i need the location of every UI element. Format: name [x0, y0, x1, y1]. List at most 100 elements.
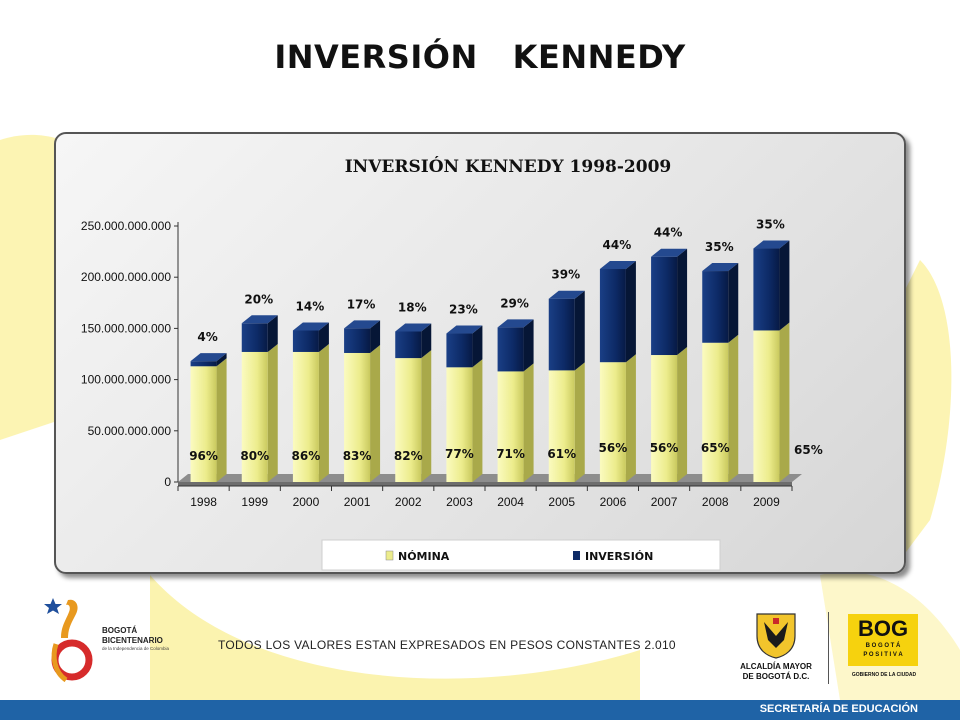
- data-label-nomina: 56%: [650, 441, 679, 455]
- bar-inversion-top: [344, 320, 381, 329]
- data-label-inversion: 20%: [244, 292, 273, 306]
- data-label-inversion: 44%: [603, 238, 632, 252]
- bar-inversion: [599, 269, 626, 363]
- data-label-inversion: 17%: [347, 297, 376, 311]
- bottom-bar-label: SECRETARÍA DE EDUCACIÓN: [759, 703, 918, 715]
- legend-label-inversion: INVERSIÓN: [585, 550, 653, 563]
- data-label-inversion: 18%: [398, 300, 427, 314]
- bar-inversion: [190, 361, 217, 367]
- x-tick-label: 2001: [344, 495, 371, 509]
- bar-inversion-side: [267, 315, 278, 352]
- y-tick-label: 250.000.000.000: [81, 219, 171, 233]
- bar-inversion: [753, 248, 780, 331]
- data-label-nomina: 86%: [292, 449, 321, 463]
- bar-nomina-side: [472, 359, 483, 482]
- yellow-arc-right: [900, 260, 952, 560]
- bar-nomina: [599, 362, 626, 482]
- bar-inversion-top: [497, 319, 534, 328]
- data-label-inversion: 23%: [449, 303, 478, 317]
- alcaldia-line1: ALCALDÍA MAYOR: [740, 662, 812, 671]
- bar-inversion-side: [779, 240, 790, 331]
- data-label-inversion: 39%: [551, 268, 580, 282]
- x-tick-label: 2007: [651, 495, 678, 509]
- legend-box: [321, 539, 721, 571]
- bar-nomina: [344, 352, 371, 482]
- bicentenario-line1: BOGOTÁ: [102, 626, 138, 635]
- chart-floor: [178, 474, 802, 482]
- bar-inversion: [446, 333, 473, 368]
- bar-inversion-top: [599, 261, 636, 270]
- bar-inversion: [395, 331, 422, 359]
- bar-inversion-side: [216, 353, 227, 367]
- bar-inversion-top: [702, 263, 739, 272]
- x-tick-label: 2008: [702, 495, 729, 509]
- page-title: INVERSIÓN KENNEDY: [274, 38, 686, 76]
- x-tick-label: 2005: [548, 495, 575, 509]
- number-one-mark: [61, 599, 78, 638]
- data-label-nomina: 80%: [240, 449, 269, 463]
- bar-inversion: [702, 271, 729, 343]
- bar-inversion: [292, 330, 319, 352]
- bar-nomina-side: [421, 350, 432, 482]
- bar-nomina: [292, 351, 319, 482]
- bar-inversion-side: [574, 290, 585, 371]
- bar-nomina-side: [267, 343, 278, 482]
- bicentenario-logo: BOGOTÁ BICENTENARIO de la Independencia …: [42, 594, 202, 686]
- bar-inversion-side: [677, 248, 688, 356]
- bar-inversion-top: [446, 325, 483, 334]
- x-tick-label: 1998: [190, 495, 217, 509]
- footnote: TODOS LOS VALORES ESTAN EXPRESADOS EN PE…: [218, 638, 676, 652]
- data-label-nomina: 61%: [547, 447, 576, 461]
- bar-nomina-side: [318, 343, 329, 482]
- chart-floor-edge: [178, 482, 792, 486]
- bar-nomina: [753, 330, 780, 482]
- data-label-nomina: 83%: [343, 449, 372, 463]
- bicentenario-line2: BICENTENARIO: [102, 636, 163, 645]
- bar-inversion-top: [548, 290, 585, 299]
- data-label-nomina: 71%: [496, 447, 525, 461]
- legend-swatch-nomina: [385, 550, 394, 561]
- data-label-nomina: 77%: [445, 447, 474, 461]
- bottom-bar: SECRETARÍA DE EDUCACIÓN: [0, 700, 960, 720]
- bar-inversion: [344, 328, 371, 353]
- bar-inversion-side: [370, 320, 381, 353]
- bar-inversion-side: [523, 319, 534, 372]
- x-tick-label: 2006: [600, 495, 627, 509]
- bar-nomina: [395, 358, 422, 482]
- bar-nomina: [497, 371, 524, 482]
- chart: INVERSIÓN KENNEDY 1998-2009 0 50.000.000.…: [81, 156, 823, 571]
- yellow-arc-bottom: [150, 575, 640, 700]
- data-label-nomina: 65%: [701, 441, 730, 455]
- bar-inversion: [241, 323, 268, 352]
- data-label-nomina: 56%: [599, 441, 628, 455]
- data-label-inversion: 4%: [197, 330, 217, 344]
- bar-nomina-side: [574, 362, 585, 482]
- bar-nomina: [241, 351, 268, 482]
- x-tick-label: 2003: [446, 495, 473, 509]
- plot-area: 0 50.000.000.000 100.000.000.000 150.000.00…: [81, 218, 823, 509]
- bar-inversion-side: [318, 322, 329, 352]
- bar-nomina: [446, 367, 473, 482]
- x-tick-label: 2009: [753, 495, 780, 509]
- data-label-nomina: 65%: [794, 443, 823, 457]
- data-label-inversion: 35%: [756, 218, 785, 232]
- bicentenario-line3: de la Independencia de Colombia: [102, 646, 170, 651]
- bog-line1: B O G O T Á: [865, 643, 901, 649]
- bar-nomina-side: [779, 322, 790, 482]
- bar-nomina: [190, 366, 217, 482]
- bar-inversion: [651, 256, 678, 356]
- data-label-inversion: 35%: [705, 240, 734, 254]
- bar-nomina-side: [677, 347, 688, 482]
- alcaldia-logo: ALCALDÍA MAYOR DE BOGOTÁ D.C.: [730, 610, 822, 686]
- legend: NÓMINA INVERSIÓN: [321, 539, 721, 571]
- data-label-inversion: 44%: [654, 226, 683, 240]
- x-tick-label: 1999: [241, 495, 268, 509]
- x-tick-label: 2002: [395, 495, 422, 509]
- bar-inversion-top: [292, 322, 329, 331]
- legend-label-nomina: NÓMINA: [398, 550, 450, 563]
- bog-box: [848, 614, 918, 666]
- coat-of-arms-icon: [756, 613, 796, 659]
- bar-inversion-side: [421, 323, 432, 359]
- bog-line3: GOBIERNO DE LA CIUDAD: [851, 672, 917, 678]
- bog-logo: BOG B O G O T Á P O S I T I V A GOBIERNO…: [848, 614, 920, 686]
